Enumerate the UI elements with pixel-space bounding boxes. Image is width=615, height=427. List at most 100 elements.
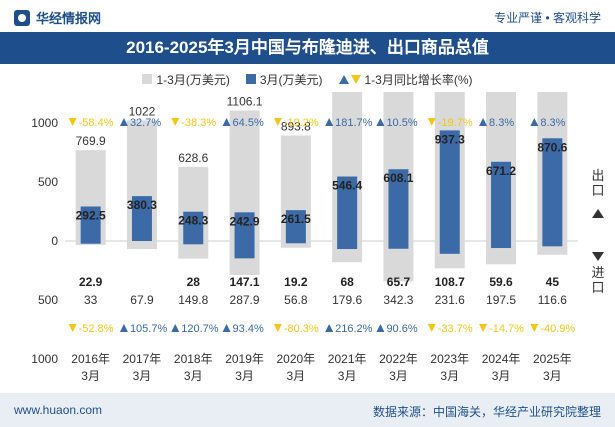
chart-svg: 4000350030002500200015001000500050010001… [31,92,605,383]
import-monthly-label: 59.6 [489,275,513,289]
x-tick-label-year: 2018年 [174,352,213,366]
import-monthly-label: 19.2 [284,275,308,289]
legend-swatch-cumulative [142,74,153,84]
side-label-export: 出 [591,168,604,183]
export-monthly-bar [234,212,255,241]
x-tick-label-year: 2021年 [328,352,367,366]
export-cumulative-label: 1022 [129,104,156,118]
arrow-down-icon [592,252,604,261]
export-monthly-label: 870.6 [537,140,567,154]
x-tick-label-month: 3月 [492,369,511,383]
import-growth-rate: 216.2% [325,323,373,335]
import-cumulative-label: 56.8 [284,293,308,307]
export-monthly-label: 261.5 [281,212,311,226]
export-growth-rate-label: 8.3% [540,117,565,129]
import-monthly-bar [337,241,358,250]
export-growth-rate-label: -58.4% [79,117,114,129]
import-monthly-label: 45 [546,275,560,289]
export-monthly-label: 671.2 [486,164,516,178]
import-cumulative-bar [280,241,311,248]
x-tick-label-month: 3月 [440,369,459,383]
y-tick-label: 500 [38,175,58,189]
growth-down-icon [530,324,539,332]
legend-label-cumulative: 1-3月(万美元) [156,72,230,87]
footer-source: 数据来源：中国海关，华经产业研究院整理 [372,405,601,419]
export-growth-rate: -58.4% [68,117,114,129]
chart-title: 2016-2025年3月中国与布隆迪进、出口商品总值 [126,38,489,57]
import-monthly-label: 108.7 [435,275,465,289]
export-monthly-bar [285,210,306,241]
export-monthly-bar [80,206,101,241]
import-monthly-bar [388,241,409,249]
import-cumulative-label: 231.6 [435,293,465,307]
export-growth-rate: -19.2% [273,117,319,129]
growth-down-icon [171,118,180,126]
export-growth-rate-label: -38.3% [181,117,216,129]
growth-up-icon [119,118,128,126]
growth-up-icon [325,118,334,126]
x-tick-label-month: 3月 [543,369,562,383]
x-tick-label-year: 2017年 [123,352,162,366]
growth-down-icon [273,324,282,332]
import-monthly-label: 65.7 [387,275,411,289]
legend-item-monthly: 3月(万美元) [245,71,323,88]
x-tick-label-year: 2022年 [379,352,418,366]
import-growth-rate: 90.6% [376,323,418,335]
triangle-up-icon [338,74,349,84]
export-growth-rate: 8.3% [530,117,566,129]
x-tick-label-month: 3月 [184,369,203,383]
side-label-import: 口 [591,280,604,295]
import-growth-rate-label: 216.2% [335,323,373,335]
x-tick-label-year: 2016年 [71,352,110,366]
export-growth-rate-label: -19.2% [284,117,319,129]
growth-down-icon [427,118,436,126]
import-monthly-label: 22.9 [79,275,103,289]
export-monthly-label: 380.3 [127,198,157,212]
import-growth-rate: -33.7% [427,323,473,335]
import-cumulative-bar [178,241,209,259]
growth-down-icon [68,118,77,126]
import-cumulative-label: 67.9 [130,293,154,307]
legend: 1-3月(万美元) 3月(万美元) 1-3月同比增长率(%) [0,68,615,90]
growth-up-icon [376,324,385,332]
export-monthly-bar [542,138,563,241]
growth-up-icon [222,118,231,126]
growth-up-icon [376,118,385,126]
footer-website: www.huaon.com [14,403,103,417]
import-monthly-bar [234,241,255,259]
export-growth-rate: -19.7% [427,117,473,129]
export-cumulative-label: 1106.1 [227,94,263,108]
export-monthly-bar [439,130,460,241]
export-growth-rate-label: 32.7% [130,117,161,129]
export-growth-rate: 64.5% [222,117,264,129]
import-monthly-bar [542,241,563,247]
import-growth-rate-label: 93.4% [233,323,264,335]
growth-up-icon [479,118,488,126]
import-growth-rate: -14.7% [479,323,524,335]
export-growth-rate: 8.3% [479,117,514,129]
import-cumulative-bar [126,241,157,250]
import-monthly-bar [285,241,306,244]
top-bar: 华经情报网 专业严谨 • 客观科学 [0,0,615,32]
footer: www.huaon.com 数据来源：中国海关，华经产业研究院整理 [0,393,615,427]
import-cumulative-label: 342.3 [383,293,413,307]
y-tick-label: 1000 [31,116,58,130]
export-monthly-label: 608.1 [383,171,413,185]
import-monthly-bar [183,241,204,245]
export-monthly-label: 248.3 [178,214,208,228]
import-growth-rate-label: 120.7% [181,323,219,335]
legend-item-cumulative: 1-3月(万美元) [142,71,230,88]
x-tick-label-month: 3月 [235,369,254,383]
legend-item-growth: 1-3月同比增长率(%) [338,71,473,88]
import-monthly-label: 68 [340,275,354,289]
x-tick-label-year: 2025年 [533,352,572,366]
brand-logo-icon [14,9,30,26]
y-tick-label: 1000 [31,352,58,366]
import-growth-rate-label: -33.7% [438,323,473,335]
import-growth-rate: 105.7% [119,323,167,335]
import-growth-rate: 120.7% [171,323,219,335]
legend-label-monthly: 3月(万美元) [259,72,323,87]
tagline: 专业严谨 • 客观科学 [494,11,601,25]
export-growth-rate: -38.3% [171,117,216,129]
export-monthly-bar [131,196,152,241]
